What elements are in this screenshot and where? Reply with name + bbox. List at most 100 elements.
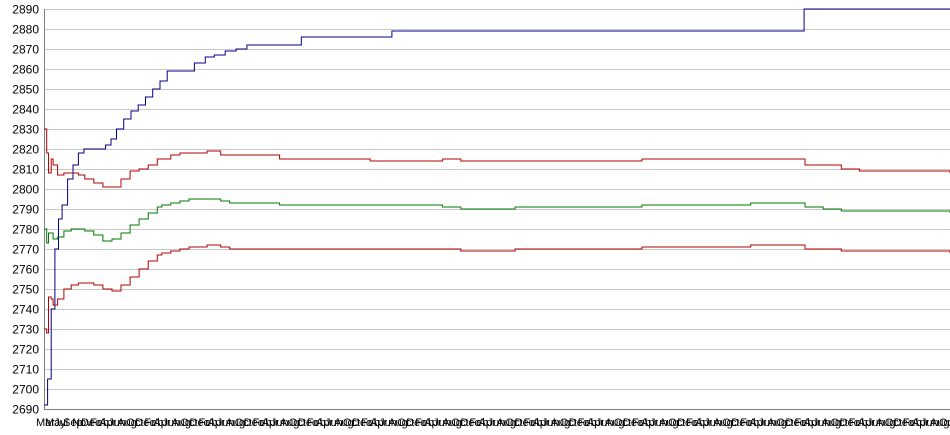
x-tick-label: Jun [217, 417, 235, 429]
x-tick-label: Aug [551, 417, 571, 429]
x-tick-label: Oct [722, 417, 739, 429]
x-tick-label: Jul [54, 417, 68, 429]
x-tick-label: Jun [379, 417, 397, 429]
x-tick-label: Aug [930, 417, 950, 429]
x-tick-label: Feb [740, 417, 759, 429]
x-tick-label: Oct [831, 417, 848, 429]
x-tick-label: Oct [668, 417, 685, 429]
x-tick-label: Dec [298, 417, 318, 429]
series-line-1 [44, 8, 950, 406]
x-tick-label: Feb [415, 417, 434, 429]
x-tick-label: Jun [162, 417, 180, 429]
x-tick-label: Oct [397, 417, 414, 429]
y-tick-label: 2770 [12, 243, 39, 257]
y-tick-label: 2700 [12, 383, 39, 397]
x-tick-label: Dec [677, 417, 697, 429]
x-tick-label: Apr [533, 417, 550, 429]
y-axis-tick-labels: 2690 2700 2710 2720 2730 2740 2750 2760 2770 2780… [12, 3, 39, 417]
x-tick-label: Dec [731, 417, 751, 429]
x-tick-label: Dec [352, 417, 372, 429]
y-tick-label: 2710 [12, 363, 39, 377]
x-tick-label: Dec [244, 417, 264, 429]
x-tick-label: Aug [659, 417, 679, 429]
y-tick-label: 2810 [12, 163, 39, 177]
x-tick-label: Feb [578, 417, 597, 429]
x-tick-label: Apr [153, 417, 170, 429]
y-tick-label: 2780 [12, 223, 39, 237]
y-tick-label: 2870 [12, 43, 39, 57]
y-tick-label: 2760 [12, 263, 39, 277]
x-tick-label: Feb [795, 417, 814, 429]
x-tick-label: Apr [749, 417, 766, 429]
y-tick-label: 2840 [12, 103, 39, 117]
axes [44, 9, 950, 410]
x-tick-label: Aug [171, 417, 191, 429]
y-tick-label: 2800 [12, 183, 39, 197]
x-tick-label: Aug [226, 417, 246, 429]
x-tick-label: Oct [560, 417, 577, 429]
x-tick-label: Apr [912, 417, 929, 429]
y-tick-label: 2850 [12, 83, 39, 97]
x-tick-label: Apr [316, 417, 333, 429]
x-tick-label: Feb [90, 417, 109, 429]
x-tick-label: Oct [451, 417, 468, 429]
x-tick-label: Dec [406, 417, 426, 429]
gridlines [44, 9, 950, 410]
x-tick-label: Apr [479, 417, 496, 429]
y-tick-label: 2890 [12, 3, 39, 17]
x-tick-label: Oct [614, 417, 631, 429]
x-tick-label: Dec [894, 417, 914, 429]
x-tick-label: Apr [587, 417, 604, 429]
y-tick-label: 2720 [12, 343, 39, 357]
x-tick-label: Aug [117, 417, 137, 429]
x-tick-label: Feb [361, 417, 380, 429]
x-tick-label: Apr [370, 417, 387, 429]
x-tick-label: Jun [813, 417, 831, 429]
series-line-2 [44, 128, 950, 188]
x-tick-label: Jun [542, 417, 560, 429]
x-tick-label: Dec [786, 417, 806, 429]
x-tick-label: Apr [262, 417, 279, 429]
x-tick-label: Sep [63, 417, 83, 429]
x-tick-label: Jun [488, 417, 506, 429]
x-tick-label: Feb [469, 417, 488, 429]
x-tick-label: Feb [524, 417, 543, 429]
x-tick-label: Oct [885, 417, 902, 429]
y-tick-label: 2830 [12, 123, 39, 137]
x-tick-label: Aug [442, 417, 462, 429]
x-tick-label: Jun [596, 417, 614, 429]
x-tick-label: Oct [235, 417, 252, 429]
x-axis-tick-labels: MarMayJulSepNovDecFebAprJunAugOctDecFebA… [36, 417, 950, 429]
x-tick-label: Aug [822, 417, 842, 429]
x-tick-label: Oct [343, 417, 360, 429]
x-tick-label: Apr [695, 417, 712, 429]
x-tick-label: Dec [623, 417, 643, 429]
x-tick-label: Aug [605, 417, 625, 429]
x-tick-label: Apr [99, 417, 116, 429]
x-tick-label: Oct [939, 417, 950, 429]
y-tick-label: 2750 [12, 283, 39, 297]
y-tick-label: 2880 [12, 23, 39, 37]
x-tick-label: Feb [903, 417, 922, 429]
x-tick-label: Jun [704, 417, 722, 429]
x-tick-label: Dec [569, 417, 589, 429]
x-tick-label: Jun [325, 417, 343, 429]
x-tick-label: Feb [199, 417, 218, 429]
series-line-4 [44, 244, 950, 334]
x-tick-label: Dec [135, 417, 155, 429]
x-tick-label: Feb [307, 417, 326, 429]
x-tick-label: Oct [506, 417, 523, 429]
x-tick-label: Apr [804, 417, 821, 429]
y-tick-label: 2730 [12, 323, 39, 337]
x-tick-label: Dec [81, 417, 101, 429]
x-tick-label: Apr [208, 417, 225, 429]
y-tick-label: 2740 [12, 303, 39, 317]
x-tick-label: Jun [867, 417, 885, 429]
x-tick-label: May [45, 417, 66, 429]
x-tick-label: Aug [280, 417, 300, 429]
x-tick-label: Aug [334, 417, 354, 429]
x-tick-label: Feb [144, 417, 163, 429]
series-lines [44, 8, 950, 406]
x-tick-label: Dec [460, 417, 480, 429]
